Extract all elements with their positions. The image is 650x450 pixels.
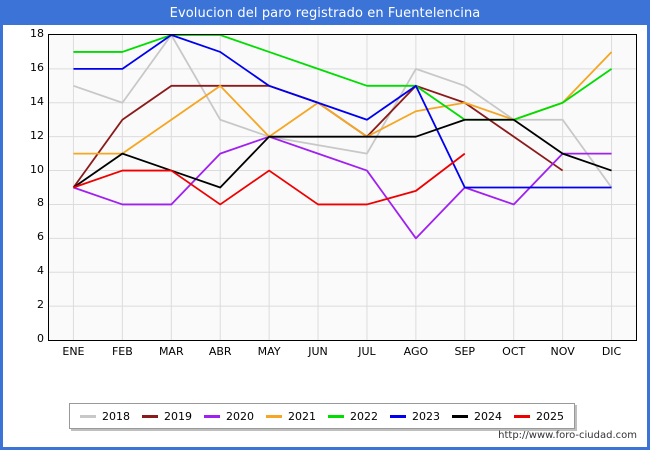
x-axis-tick-label: JUN (308, 345, 328, 358)
legend-item-2021[interactable]: 2021 (266, 410, 316, 423)
legend-label: 2024 (474, 409, 502, 423)
line-series-2018 (73, 35, 613, 189)
x-axis-tick-label: ENE (62, 345, 85, 358)
line-series-2024 (72, 118, 612, 189)
legend-swatch-icon (514, 414, 530, 418)
x-axis-tick-label: OCT (502, 345, 526, 358)
plot-region (48, 34, 637, 341)
legend-label: 2022 (350, 409, 378, 423)
window-title: Evolucion del paro registrado en Fuentel… (3, 3, 647, 25)
legend-item-2024[interactable]: 2024 (452, 410, 502, 423)
legend-item-2019[interactable]: 2019 (142, 410, 192, 423)
x-axis-tick-label: ABR (208, 345, 232, 358)
y-axis-tick-label: 6 (37, 230, 44, 244)
y-axis-tick-label: 2 (37, 298, 44, 312)
legend-swatch-icon (204, 414, 220, 418)
y-axis-tick-label: 10 (30, 162, 44, 176)
y-axis-tick-label: 14 (30, 94, 44, 108)
legend-swatch-icon (452, 414, 468, 418)
y-axis-tick-label: 4 (37, 264, 44, 278)
source-url: http://www.foro-ciudad.com (498, 430, 637, 441)
chart-area: 0 2 4 6 8 10 12 14 16 18 ENE FEB MAR ABR MAY JUN JUL AGO… (3, 25, 647, 447)
legend-label: 2023 (412, 409, 440, 423)
legend-item-2018[interactable]: 2018 (80, 410, 130, 423)
legend-swatch-icon (328, 414, 344, 418)
legend-item-2023[interactable]: 2023 (390, 410, 440, 423)
line-series-2023 (73, 35, 612, 189)
y-axis-tick-label: 0 (37, 332, 44, 345)
y-axis-tick-label: 18 (30, 27, 44, 40)
x-axis-labels: ENE FEB MAR ABR MAY JUN JUL AGO SEP OCT NOV DIC (49, 345, 636, 365)
legend-label: 2019 (164, 409, 192, 423)
legend-swatch-icon (390, 414, 406, 418)
series-lines (49, 35, 636, 340)
legend-item-2022[interactable]: 2022 (328, 410, 378, 423)
x-axis-tick-label: MAR (158, 345, 184, 358)
legend-label: 2020 (226, 409, 254, 423)
legend-swatch-icon (266, 414, 282, 418)
legend-label: 2025 (536, 409, 564, 423)
y-axis-tick-label: 16 (30, 60, 44, 74)
line-series-2022 (73, 35, 613, 121)
y-axis-tick-label: 12 (30, 128, 44, 142)
legend-label: 2018 (102, 409, 130, 423)
legend-swatch-icon (142, 414, 158, 418)
x-axis-tick-label: SEP (454, 345, 476, 358)
legend-item-2020[interactable]: 2020 (204, 410, 254, 423)
x-axis-tick-label: FEB (111, 345, 133, 358)
x-axis-tick-label: AGO (403, 345, 429, 358)
y-axis-tick-label: 8 (37, 196, 44, 210)
x-axis-tick-label: JUL (358, 345, 376, 358)
chart-legend: 2018 2019 2020 2021 2022 2023 2024 2025 (69, 403, 575, 429)
line-series-2020 (73, 135, 612, 240)
x-axis-tick-label: MAY (257, 345, 281, 358)
x-axis-tick-label: NOV (550, 345, 575, 358)
legend-swatch-icon (80, 414, 96, 418)
line-series-2025 (73, 152, 466, 206)
x-axis-tick-label: DIC (601, 345, 622, 358)
legend-label: 2021 (288, 409, 316, 423)
legend-item-2025[interactable]: 2025 (514, 410, 564, 423)
y-axis-labels: 0 2 4 6 8 10 12 14 16 18 (3, 28, 44, 344)
